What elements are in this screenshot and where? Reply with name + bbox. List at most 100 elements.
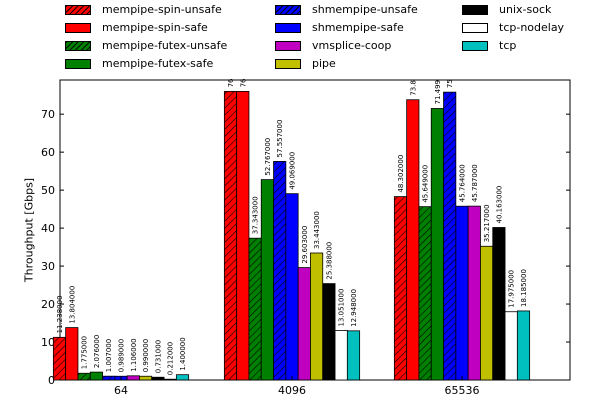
bar [151, 376, 165, 381]
legend-label: mempipe-spin-unsafe [102, 3, 222, 16]
bar-value-label: 13.804000 [68, 286, 76, 324]
bar [163, 378, 177, 381]
y-tick-label: 60 [41, 146, 55, 159]
bar [175, 374, 190, 381]
legend-item: mempipe-spin-unsafe [65, 3, 222, 16]
bar-value-label: 45.764000 [459, 164, 467, 202]
bar [334, 330, 348, 381]
legend-swatch [275, 22, 301, 33]
legend-swatch [275, 40, 301, 51]
legend-label: mempipe-futex-safe [102, 57, 214, 70]
bar-value-label: 71.499 [434, 80, 442, 105]
legend-item: mempipe-futex-unsafe [65, 39, 227, 52]
legend-label: tcp [499, 39, 517, 52]
bar [480, 245, 494, 381]
bar-value-label: 75 [446, 79, 454, 88]
legend-item: vmsplice-coop [275, 39, 391, 52]
bar-value-label: 40.163000 [495, 186, 503, 224]
bar-value-label: 2.076000 [93, 335, 101, 368]
bar [504, 311, 518, 381]
bar-value-label: 11.238000 [56, 295, 64, 333]
legend-swatch [65, 58, 91, 69]
bar-hatch [394, 196, 407, 380]
bar [322, 283, 336, 381]
bar-value-label: 0.989000 [118, 339, 126, 372]
chart-legend: mempipe-spin-unsafe mempipe-spin-safe memp… [0, 0, 600, 70]
bar-hatch [53, 337, 66, 380]
legend-label: mempipe-futex-unsafe [102, 39, 228, 52]
bar-hatch [418, 206, 432, 380]
bar-hatch [102, 376, 115, 380]
bar-value-label: 0.731000 [154, 340, 162, 373]
bar-hatch [273, 161, 286, 380]
bar-value-label: 12.948000 [350, 289, 358, 327]
y-tick-label: 20 [41, 298, 55, 311]
legend-swatch [462, 22, 488, 33]
legend-label: shmempipe-unsafe [312, 3, 418, 16]
legend-label: shmempipe-safe [312, 21, 404, 34]
bar [236, 90, 250, 381]
bar [139, 375, 153, 381]
bar [260, 179, 274, 381]
bar-value-label: 1.400000 [179, 337, 187, 370]
bar-value-label: 48.302000 [397, 155, 405, 193]
bar [455, 205, 469, 381]
y-tick-label: 40 [41, 222, 55, 235]
bar [89, 371, 103, 381]
legend-item: tcp-nodelay [462, 21, 564, 34]
legend-swatch [65, 40, 91, 51]
bar-value-label: 76 [239, 78, 247, 87]
x-tick-label: 64 [114, 384, 128, 397]
legend-item: mempipe-futex-safe [65, 57, 213, 70]
bar [297, 267, 311, 381]
x-tick-label: 4096 [278, 384, 306, 397]
bar [126, 375, 140, 381]
legend-label: vmsplice-coop [312, 39, 392, 52]
bar [492, 227, 506, 381]
bar [285, 193, 299, 381]
bar-hatch [77, 373, 91, 380]
bar [65, 327, 79, 381]
bar-value-label: 76 [227, 78, 235, 87]
bar [346, 330, 361, 381]
bar-value-label: 18.185000 [520, 269, 528, 307]
bar [430, 108, 444, 381]
legend-swatch [275, 58, 301, 69]
bar-hatch [224, 91, 237, 381]
bar [310, 252, 324, 381]
legend-item: tcp [462, 39, 516, 52]
bar-value-label: 1.775000 [81, 336, 89, 369]
legend-swatch [275, 4, 301, 15]
legend-swatch [462, 4, 488, 15]
bar-value-label: 57.557000 [276, 120, 284, 158]
bar-value-label: 73.8 [409, 80, 417, 96]
bar-value-label: 1.106000 [130, 338, 138, 371]
bar-value-label: 49.069000 [289, 152, 297, 190]
legend-item: unix-sock [462, 3, 551, 16]
legend-swatch [65, 4, 91, 15]
bar-value-label: 35.217000 [483, 204, 491, 242]
y-tick-label: 10 [41, 336, 55, 349]
bar-value-label: 33.443000 [313, 211, 321, 249]
legend-item: mempipe-spin-safe [65, 21, 208, 34]
bar [516, 310, 531, 381]
legend-item: pipe [275, 57, 336, 70]
legend-item: shmempipe-unsafe [275, 3, 418, 16]
legend-item: shmempipe-safe [275, 21, 404, 34]
bar-value-label: 29.603000 [301, 226, 309, 264]
bar-value-label: 1.007000 [105, 339, 113, 372]
legend-label: mempipe-spin-safe [102, 21, 208, 34]
legend-label: tcp-nodelay [499, 21, 565, 34]
legend-swatch [462, 40, 488, 51]
y-tick-label: 0 [48, 374, 55, 387]
x-tick-label: 65536 [445, 384, 480, 397]
legend-swatch [65, 22, 91, 33]
bar-value-label: 0.212000 [167, 342, 175, 375]
y-tick-label: 70 [41, 108, 55, 121]
bar-hatch [248, 238, 262, 380]
bar-hatch [443, 92, 456, 380]
bar-value-label: 45.649000 [422, 165, 430, 203]
bar [406, 99, 420, 381]
legend-label: unix-sock [499, 3, 552, 16]
